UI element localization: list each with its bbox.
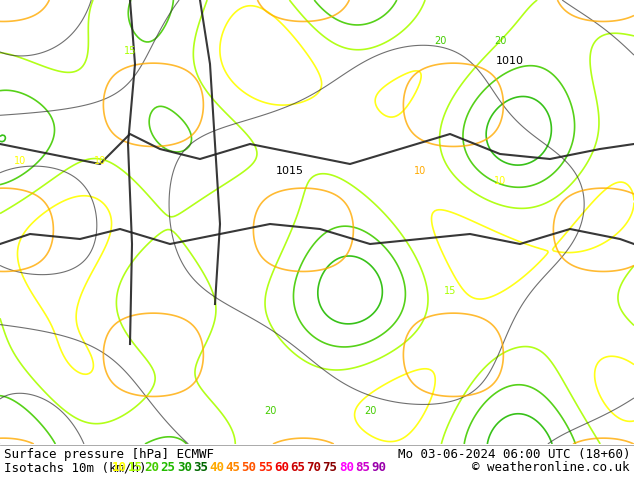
Text: 10: 10 [414, 166, 426, 176]
Text: 20: 20 [494, 36, 506, 46]
Text: 20: 20 [364, 406, 376, 416]
Text: Mo 03-06-2024 06:00 UTC (18+60): Mo 03-06-2024 06:00 UTC (18+60) [398, 448, 630, 461]
Text: 25: 25 [160, 461, 176, 474]
Text: 55: 55 [258, 461, 273, 474]
Text: 65: 65 [290, 461, 305, 474]
Text: 80: 80 [339, 461, 354, 474]
Text: 20: 20 [145, 461, 159, 474]
Text: 75: 75 [323, 461, 337, 474]
Text: © weatheronline.co.uk: © weatheronline.co.uk [472, 461, 630, 474]
Text: 1010: 1010 [496, 56, 524, 66]
Text: Surface pressure [hPa] ECMWF: Surface pressure [hPa] ECMWF [4, 448, 214, 461]
Text: 45: 45 [226, 461, 240, 474]
Text: 10: 10 [494, 176, 506, 186]
Text: 20: 20 [434, 36, 446, 46]
Text: 1015: 1015 [276, 166, 304, 176]
Text: 10: 10 [112, 461, 127, 474]
Text: Isotachs 10m (km/h): Isotachs 10m (km/h) [4, 461, 146, 474]
Text: 35: 35 [193, 461, 208, 474]
Text: 20: 20 [264, 406, 276, 416]
Text: 15: 15 [444, 286, 456, 296]
Text: 60: 60 [274, 461, 289, 474]
Text: 40: 40 [209, 461, 224, 474]
Text: 30: 30 [177, 461, 192, 474]
Text: 70: 70 [306, 461, 321, 474]
Text: 15: 15 [124, 46, 136, 56]
Text: 50: 50 [242, 461, 257, 474]
Text: 85: 85 [355, 461, 370, 474]
Text: 15: 15 [128, 461, 143, 474]
Text: 10: 10 [94, 156, 106, 166]
Text: 90: 90 [371, 461, 386, 474]
Text: 10: 10 [14, 156, 26, 166]
